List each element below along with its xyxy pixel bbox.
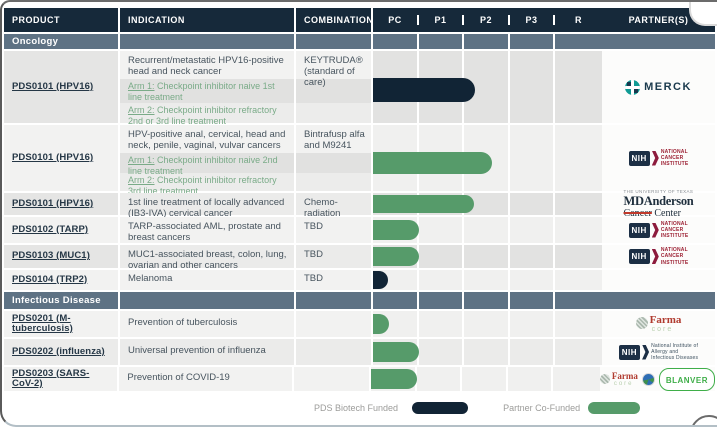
legend-swatch-partner-funded xyxy=(588,402,641,414)
nih-chevron-icon xyxy=(651,150,659,166)
col-header-partners: PARTNER(S) xyxy=(628,15,689,25)
indication-text: Melanoma xyxy=(128,273,173,285)
farmacore-logo: Farma core xyxy=(599,371,638,387)
combination-text: TBD xyxy=(304,249,323,260)
table-row-pds0103: PDS0103 (MUC1) MUC1-associated breast, c… xyxy=(4,245,715,272)
col-header-product: PRODUCT xyxy=(12,15,60,25)
col-header-combination: COMBINATION xyxy=(304,15,374,25)
col-header-pc: PC xyxy=(388,15,402,25)
pipeline-progress-bar xyxy=(373,314,389,334)
table-row-pds0101-hpv: PDS0101 (HPV16) HPV-positive anal, cervi… xyxy=(4,125,715,196)
indication-text: TARP-associated AML, prostate and breast… xyxy=(128,221,281,244)
nih-chevron-icon xyxy=(651,249,659,264)
table-row-pds0201: PDS0201 (M-tuberculosis) Prevention of t… xyxy=(4,311,715,339)
combination-text: TBD xyxy=(304,273,323,285)
pipeline-progress-bar xyxy=(373,247,419,266)
section-label-oncology: Oncology xyxy=(12,36,59,47)
arm-1-text: Arm 1: Checkpoint inhibitor naive 2nd li… xyxy=(120,153,294,176)
nih-chevron-icon xyxy=(651,222,659,238)
table-row-pds0101-cervical: PDS0101 (HPV16) 1st line treatment of lo… xyxy=(4,188,715,242)
blanver-logo: BLANVER xyxy=(658,367,715,391)
md-anderson-logo: THE UNIVERSITY OF TEXAS MDAnderson Cance… xyxy=(623,188,694,219)
table-row-pds0104: PDS0104 (TRP2) Melanoma TBD xyxy=(4,270,715,292)
nih-chevron-icon xyxy=(642,344,650,360)
indication-text: Universal prevention of influenza xyxy=(128,345,266,357)
indication-text: Recurrent/metastatic HPV16-positive head… xyxy=(120,51,294,79)
section-label-infectious: Infectious Disease xyxy=(12,295,101,306)
product-link[interactable]: PDS0101 (HPV16) xyxy=(12,151,94,163)
globe-icon xyxy=(599,373,610,384)
combination-text: TBD xyxy=(304,221,323,232)
arm-2-text: Arm 2: Checkpoint inhibitor refractory 3… xyxy=(120,173,294,196)
col-header-r: R xyxy=(575,15,582,25)
pipeline-progress-bar xyxy=(370,369,417,389)
table-header-row: PRODUCT INDICATION COMBINATION PC P1 P2 … xyxy=(4,8,715,34)
col-header-p2: P2 xyxy=(479,15,492,25)
nih-nci-logo: NIH NATIONAL CANCER INSTITUTE xyxy=(628,247,689,266)
product-link[interactable]: PDS0101 (HPV16) xyxy=(12,197,94,209)
col-header-p3: P3 xyxy=(525,15,538,25)
legend-label-partner-funded: Partner Co-Funded xyxy=(503,403,581,413)
earth-globe-icon xyxy=(641,372,655,386)
pipeline-progress-bar xyxy=(373,195,474,213)
arm-2-text: Arm 2: Checkpoint inhibitor refractory 2… xyxy=(120,103,294,126)
product-link[interactable]: PDS0202 (influenza) xyxy=(12,345,105,357)
product-link[interactable]: PDS0102 (TARP) xyxy=(12,223,89,235)
merck-logo: MERCK xyxy=(625,79,692,95)
pipeline-progress-bar xyxy=(373,78,475,102)
pipeline-progress-bar xyxy=(373,152,492,174)
merck-pinwheel-icon xyxy=(625,79,641,95)
pipeline-progress-bar xyxy=(373,342,419,362)
indication-text: HPV-positive anal, cervical, head and ne… xyxy=(120,125,294,153)
table-row-pds0203: PDS0203 (SARS-CoV-2) Prevention of COVID… xyxy=(4,367,715,393)
combination-text: Bintrafusp alfa and M9241 xyxy=(296,125,371,153)
circle-crop-artifact xyxy=(690,415,717,425)
arm-1-text: Arm 1: Checkpoint inhibitor naive 1st li… xyxy=(120,79,294,103)
legend: PDS Biotech Funded Partner Co-Funded xyxy=(314,401,641,415)
farmacore-logo: Farma core xyxy=(635,315,681,333)
combination-text: KEYTRUDA® (standard of care) xyxy=(296,51,371,88)
globe-icon xyxy=(635,317,648,329)
product-link[interactable]: PDS0103 (MUC1) xyxy=(12,250,90,262)
product-link[interactable]: PDS0203 (SARS-CoV-2) xyxy=(12,367,90,389)
section-row-infectious: Infectious Disease xyxy=(4,292,715,311)
legend-label-pds-funded: PDS Biotech Funded xyxy=(314,403,399,413)
legend-swatch-pds-funded xyxy=(412,402,469,414)
col-header-p1: P1 xyxy=(434,15,447,25)
product-link[interactable]: PDS0101 (HPV16) xyxy=(12,80,94,92)
table-row-pds0101-hn: PDS0101 (HPV16) Recurrent/metastatic HPV… xyxy=(4,51,715,126)
indication-text: Prevention of tuberculosis xyxy=(128,317,238,329)
product-link[interactable]: PDS0201 (M-tuberculosis) xyxy=(12,312,73,334)
indication-text: 1st line treatment of locally advanced (… xyxy=(128,197,285,220)
nih-nci-logo: NIH NATIONAL CANCER INSTITUTE xyxy=(628,149,689,168)
indication-text: Prevention of COVID-19 xyxy=(127,372,230,384)
pipeline-progress-bar xyxy=(373,220,419,240)
nih-nci-logo: NIH NATIONAL CANCER INSTITUTE xyxy=(628,221,689,240)
indication-text: MUC1-associated breast, colon, lung, ova… xyxy=(128,249,287,272)
table-row-pds0202: PDS0202 (influenza) Universal prevention… xyxy=(4,339,715,367)
product-link[interactable]: PDS0104 (TRP2) xyxy=(12,273,88,285)
col-header-indication: INDICATION xyxy=(128,15,185,25)
section-row-oncology: Oncology xyxy=(4,34,715,51)
pipeline-progress-bar xyxy=(373,271,388,289)
pipeline-table: PRODUCT INDICATION COMBINATION PC P1 P2 … xyxy=(4,8,715,393)
nih-niaid-logo: NIH National Institute of Allergy and Infe… xyxy=(618,343,698,362)
table-row-pds0102: PDS0102 (TARP) TARP-associated AML, pros… xyxy=(4,217,715,245)
page-curl-artifact xyxy=(689,2,717,26)
